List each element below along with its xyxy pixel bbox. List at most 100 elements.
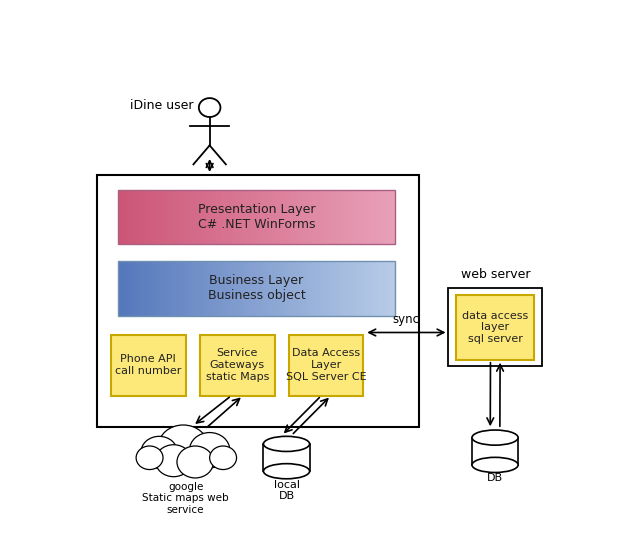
Text: Business Layer
Business object: Business Layer Business object: [208, 274, 306, 302]
Bar: [373, 189, 374, 244]
Bar: [329, 261, 330, 316]
Bar: [284, 189, 286, 244]
Bar: [262, 261, 264, 316]
Bar: [154, 189, 156, 244]
Bar: [178, 261, 179, 316]
Bar: [291, 261, 293, 316]
Ellipse shape: [472, 458, 518, 472]
Bar: [363, 261, 365, 316]
Bar: [239, 189, 240, 244]
Bar: [313, 189, 314, 244]
Bar: [252, 189, 254, 244]
Bar: [142, 189, 143, 244]
Bar: [381, 189, 383, 244]
Bar: [392, 261, 393, 316]
Bar: [353, 189, 355, 244]
Bar: [357, 189, 359, 244]
Bar: [367, 261, 368, 316]
Bar: [342, 189, 343, 244]
Bar: [319, 261, 320, 316]
Bar: [345, 261, 347, 316]
Bar: [214, 261, 215, 316]
Bar: [363, 189, 365, 244]
Bar: [148, 189, 149, 244]
Bar: [323, 261, 324, 316]
Bar: [313, 261, 314, 316]
Bar: [264, 444, 309, 471]
Bar: [228, 261, 229, 316]
Bar: [125, 189, 126, 244]
Bar: [248, 261, 250, 316]
Bar: [138, 189, 140, 244]
Bar: [264, 261, 265, 316]
Bar: [290, 261, 291, 316]
Bar: [232, 261, 233, 316]
Bar: [135, 189, 136, 244]
Bar: [281, 261, 283, 316]
Bar: [353, 261, 355, 316]
Bar: [153, 189, 154, 244]
Bar: [232, 189, 233, 244]
Bar: [242, 261, 244, 316]
Bar: [379, 189, 381, 244]
Bar: [168, 261, 170, 316]
Bar: [120, 189, 122, 244]
Bar: [260, 261, 262, 316]
Bar: [139, 189, 141, 244]
Bar: [141, 189, 142, 244]
Bar: [281, 189, 283, 244]
Bar: [298, 189, 299, 244]
Bar: [206, 261, 208, 316]
Bar: [254, 189, 255, 244]
Bar: [299, 261, 301, 316]
Bar: [357, 261, 359, 316]
Bar: [301, 189, 302, 244]
Bar: [132, 261, 134, 316]
Bar: [194, 189, 196, 244]
Bar: [130, 261, 131, 316]
Bar: [378, 261, 379, 316]
Bar: [169, 189, 171, 244]
Bar: [255, 261, 257, 316]
Bar: [169, 261, 171, 316]
Bar: [162, 261, 164, 316]
Bar: [308, 261, 309, 316]
Bar: [200, 261, 202, 316]
Bar: [341, 261, 342, 316]
Bar: [215, 189, 216, 244]
Bar: [244, 261, 246, 316]
Bar: [205, 189, 207, 244]
Bar: [246, 261, 247, 316]
Bar: [327, 189, 329, 244]
Bar: [233, 261, 234, 316]
Bar: [456, 295, 534, 360]
Bar: [164, 261, 166, 316]
Bar: [172, 189, 174, 244]
Bar: [258, 261, 259, 316]
Bar: [367, 189, 368, 244]
Bar: [97, 175, 418, 427]
Bar: [314, 261, 316, 316]
Bar: [299, 189, 301, 244]
Text: Presentation Layer
C# .NET WinForms: Presentation Layer C# .NET WinForms: [198, 203, 315, 231]
Bar: [342, 261, 343, 316]
Bar: [186, 189, 188, 244]
Bar: [254, 261, 255, 316]
Bar: [130, 189, 131, 244]
Bar: [295, 261, 297, 316]
Bar: [128, 189, 130, 244]
Bar: [337, 261, 338, 316]
Bar: [126, 189, 128, 244]
Bar: [287, 261, 288, 316]
Bar: [161, 189, 162, 244]
Bar: [182, 189, 184, 244]
Bar: [222, 261, 223, 316]
Text: Service
Gateways
static Maps: Service Gateways static Maps: [206, 348, 269, 382]
Bar: [118, 189, 394, 244]
Bar: [248, 189, 250, 244]
Bar: [339, 261, 341, 316]
Bar: [212, 261, 214, 316]
Bar: [393, 189, 395, 244]
Bar: [258, 189, 259, 244]
Bar: [359, 189, 360, 244]
